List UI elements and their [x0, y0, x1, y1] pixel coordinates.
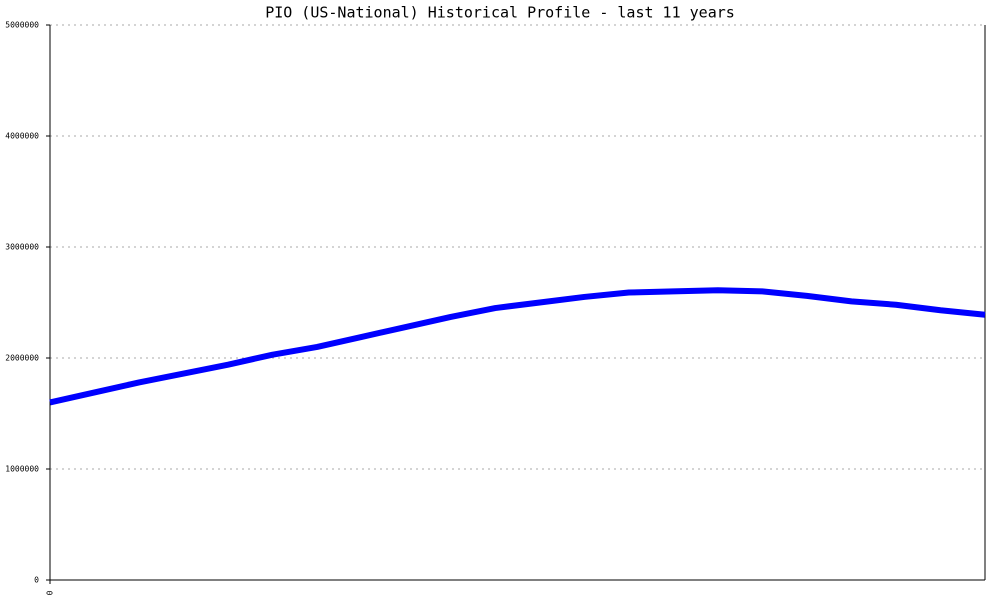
y-tick-label: 5000000: [5, 21, 39, 30]
y-tick-label: 0: [34, 576, 39, 585]
y-tick-label: 3000000: [5, 243, 39, 252]
x-tick-label: 0: [46, 590, 55, 595]
y-tick-label: 1000000: [5, 465, 39, 474]
chart-title: PIO (US-National) Historical Profile - l…: [265, 4, 735, 22]
line: [49, 287, 986, 406]
y-tick-label: 2000000: [5, 354, 39, 363]
y-tick-label: 4000000: [5, 132, 39, 141]
